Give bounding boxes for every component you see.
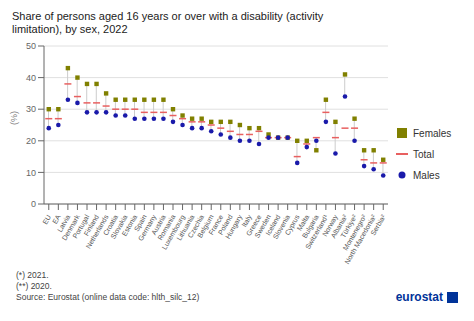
svg-text:40: 40 — [26, 73, 36, 83]
svg-text:50: 50 — [26, 41, 36, 51]
svg-text:North Macedonia²: North Macedonia² — [343, 213, 377, 265]
html-text:eurostat: eurostat — [395, 290, 443, 304]
svg-text:Poland: Poland — [216, 213, 234, 236]
svg-text:Slovenia: Slovenia — [271, 213, 292, 241]
svg-text:Estonia: Estonia — [120, 213, 139, 238]
svg-text:Spain: Spain — [132, 213, 148, 233]
html-text:(**) 2020.: (**) 2020. — [16, 281, 52, 291]
html-text:(*) 2021.: (*) 2021. — [16, 270, 49, 280]
svg-text:Romania: Romania — [156, 213, 177, 242]
svg-text:Croatia: Croatia — [101, 213, 120, 237]
html-text:Males: Males — [413, 169, 440, 181]
svg-text:Cyprus: Cyprus — [283, 213, 301, 237]
svg-text:Denmark: Denmark — [60, 213, 81, 242]
svg-text:Netherlands: Netherlands — [84, 213, 110, 250]
html-text:Source: Eurostat (online data: Source: Eurostat (online data code: hlth… — [16, 292, 200, 302]
svg-text:30: 30 — [26, 104, 36, 114]
svg-text:France: France — [207, 213, 225, 236]
svg-text:Iceland: Iceland — [264, 213, 282, 237]
svg-text:Italy: Italy — [240, 213, 253, 229]
svg-text:Germany: Germany — [136, 213, 158, 242]
svg-text:Switzerland¹: Switzerland¹ — [304, 213, 330, 251]
svg-text:10: 10 — [26, 168, 36, 178]
svg-text:Czechia: Czechia — [186, 213, 206, 239]
html-text:Total: Total — [413, 148, 435, 160]
svg-text:Norway: Norway — [321, 213, 339, 238]
svg-text:Latvia: Latvia — [55, 213, 72, 234]
svg-text:Austria: Austria — [149, 213, 167, 236]
svg-text:0: 0 — [31, 199, 36, 209]
svg-text:(%): (%) — [9, 111, 19, 125]
svg-text:Slovakia: Slovakia — [109, 213, 129, 240]
svg-text:EA: EA — [51, 213, 62, 226]
svg-text:Greece: Greece — [244, 213, 263, 237]
svg-text:Montenegro²: Montenegro² — [341, 213, 368, 252]
svg-text:Sweden: Sweden — [253, 213, 272, 239]
svg-text:Hungary: Hungary — [224, 213, 244, 240]
svg-text:Albania²: Albania² — [329, 213, 349, 240]
svg-text:Bulgaria: Bulgaria — [300, 213, 320, 240]
html-text:Females: Females — [413, 127, 452, 139]
svg-text:EU: EU — [41, 214, 52, 226]
svg-text:20: 20 — [26, 136, 36, 146]
svg-text:Malta: Malta — [295, 213, 311, 232]
svg-text:Belgium: Belgium — [196, 213, 215, 239]
html-text:Share of persons aged 16 years: Share of persons aged 16 years or over w… — [12, 10, 324, 22]
svg-text:Finland: Finland — [82, 213, 100, 237]
html-text:limitation), by sex, 2022: limitation), by sex, 2022 — [12, 23, 128, 35]
svg-text:Luxembourg: Luxembourg — [160, 213, 186, 251]
svg-text:Serbia²: Serbia² — [369, 213, 387, 237]
svg-text:Lithuania: Lithuania — [175, 213, 196, 242]
svg-text:Portugal: Portugal — [71, 213, 91, 240]
svg-text:Türkiye²: Türkiye² — [339, 213, 358, 239]
